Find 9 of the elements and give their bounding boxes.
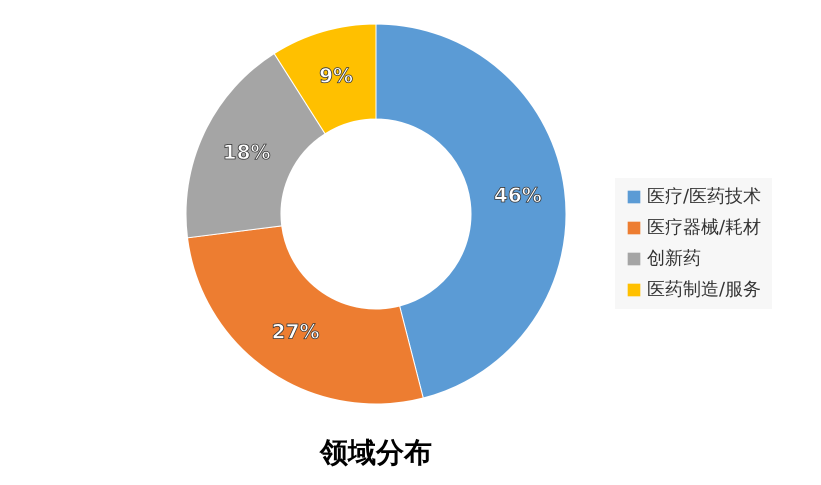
legend-label: 医疗/医药技术 (647, 186, 762, 207)
legend-label: 医疗器械/耗材 (647, 217, 762, 238)
data-label: 18% (222, 140, 271, 164)
data-label: 9% (319, 64, 354, 88)
legend-label: 医药制造/服务 (647, 279, 762, 300)
legend-label: 创新药 (647, 248, 701, 269)
text: 领域分布 (319, 436, 432, 469)
data-label: 27% (272, 319, 320, 344)
data-label: 46% (494, 183, 542, 208)
